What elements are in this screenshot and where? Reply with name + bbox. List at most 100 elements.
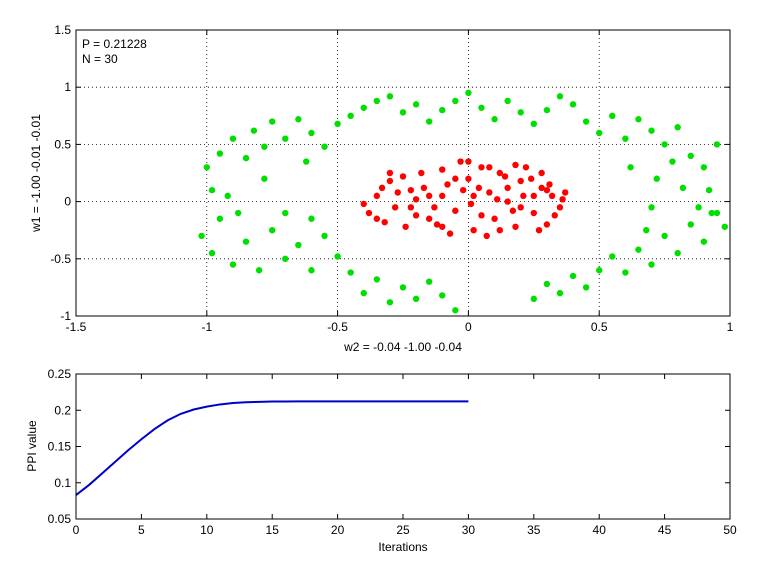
scatter-point xyxy=(347,269,354,276)
scatter-point xyxy=(661,232,668,240)
scatter-point xyxy=(543,106,551,114)
scatter-point xyxy=(459,186,467,194)
scatter-point xyxy=(425,118,433,125)
y-tick-label: 0.05 xyxy=(48,512,72,526)
scatter-point xyxy=(530,120,537,128)
scatter-point xyxy=(491,116,498,123)
scatter-point xyxy=(439,106,446,114)
x-tick-label: 1 xyxy=(727,320,734,334)
scatter-point xyxy=(674,249,681,257)
scatter-point xyxy=(512,223,519,230)
scatter-point xyxy=(504,97,511,105)
scatter-point xyxy=(334,120,341,128)
x-tick-label: 0 xyxy=(465,320,472,334)
scatter-point xyxy=(517,177,524,185)
scatter-point xyxy=(295,241,302,249)
scatter-point xyxy=(269,118,276,125)
scatter-point xyxy=(386,177,394,185)
scatter-point xyxy=(208,186,216,194)
scatter-point xyxy=(378,184,386,192)
scatter-point xyxy=(700,164,708,171)
scatter-point xyxy=(303,158,310,165)
scatter-point xyxy=(512,161,519,169)
scatter-point xyxy=(198,232,205,240)
scatter-point xyxy=(465,158,472,165)
y-tick-label: 1 xyxy=(64,80,71,94)
scatter-point xyxy=(439,192,446,200)
y-tick-label: 0.2 xyxy=(54,403,71,417)
scatter-point xyxy=(635,246,642,253)
scatter-point xyxy=(520,192,527,200)
scatter-point xyxy=(679,184,687,192)
scatter-point xyxy=(208,249,216,257)
scatter-point xyxy=(596,267,603,274)
scatter-point xyxy=(700,238,708,245)
scatter-background xyxy=(76,30,730,316)
scatter-point xyxy=(308,129,315,137)
scatter-point xyxy=(538,184,545,192)
scatter-point xyxy=(609,253,616,260)
scatter-points xyxy=(198,89,728,314)
scatter-point xyxy=(229,135,237,142)
scatter-point xyxy=(234,209,242,217)
y-tick-label: 0.15 xyxy=(48,440,72,454)
x-tick-label: 0 xyxy=(73,523,80,537)
scatter-point xyxy=(627,164,634,171)
scatter-point xyxy=(386,169,394,177)
scatter-point xyxy=(530,209,537,217)
scatter-x-ticks: -1.5 -1 -0.5 0 0.5 1 xyxy=(66,30,734,334)
y-tick-label: 0.1 xyxy=(54,476,71,490)
scatter-point xyxy=(517,204,524,211)
scatter-point xyxy=(695,204,702,211)
scatter-point xyxy=(609,112,616,120)
scatter-point xyxy=(242,154,250,162)
scatter-point xyxy=(261,143,268,150)
x-tick-label: 40 xyxy=(593,523,607,537)
scatter-point xyxy=(452,97,459,105)
scatter-point xyxy=(261,175,268,182)
scatter-point xyxy=(399,284,407,291)
x-tick-label: 20 xyxy=(331,523,345,537)
x-tick-label: -1.5 xyxy=(66,320,87,334)
scatter-point xyxy=(674,124,681,131)
scatter-point xyxy=(203,164,210,171)
scatter-point xyxy=(546,181,553,188)
line-series-group xyxy=(75,400,469,496)
scatter-x-axis-label: w2 = -0.04 -1.00 -0.04 xyxy=(343,340,462,354)
scatter-point xyxy=(431,204,438,211)
x-tick-label: -0.5 xyxy=(327,320,348,334)
scatter-point xyxy=(425,192,433,200)
scatter-point xyxy=(478,212,485,219)
scatter-point xyxy=(470,227,477,234)
scatter-point xyxy=(530,192,537,200)
scatter-point xyxy=(622,135,629,142)
scatter-point xyxy=(216,150,224,157)
scatter-point xyxy=(687,221,694,228)
scatter-point xyxy=(418,169,425,177)
scatter-point xyxy=(527,175,535,182)
x-tick-label: 45 xyxy=(658,523,672,537)
scatter-point xyxy=(394,189,401,196)
scatter-point xyxy=(543,186,551,194)
scatter-point xyxy=(496,227,503,234)
x-tick-label: 30 xyxy=(462,523,476,537)
scatter-point xyxy=(648,127,655,134)
scatter-point xyxy=(407,186,415,194)
scatter-point xyxy=(269,227,276,234)
scatter-point xyxy=(517,109,524,116)
scatter-point xyxy=(425,278,433,285)
x-tick-label: 10 xyxy=(200,523,214,537)
scatter-point xyxy=(452,307,459,314)
scatter-y-axis-label: w1 = -1.00 -0.01 -0.01 xyxy=(29,114,43,233)
scatter-point xyxy=(373,192,381,200)
scatter-y-ticks: -1 -0.5 0 0.5 1 1.5 xyxy=(50,23,730,323)
scatter-point xyxy=(556,289,564,297)
scatter-point xyxy=(653,175,660,182)
scatter-point xyxy=(551,212,558,219)
scatter-point xyxy=(295,116,302,123)
scatter-point xyxy=(412,295,420,303)
scatter-point xyxy=(538,169,545,177)
scatter-point xyxy=(420,184,428,192)
scatter-point xyxy=(708,209,715,217)
